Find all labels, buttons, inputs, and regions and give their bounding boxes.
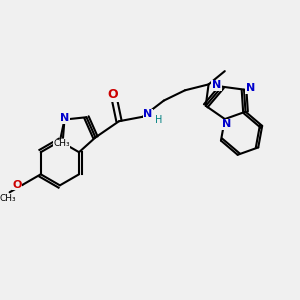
Text: CH₃: CH₃ xyxy=(53,139,70,148)
Text: N: N xyxy=(60,113,69,123)
Text: N: N xyxy=(212,80,221,90)
Text: N: N xyxy=(143,110,152,119)
Text: H: H xyxy=(155,115,163,125)
Text: N: N xyxy=(246,83,255,93)
Text: N: N xyxy=(222,119,231,129)
Text: O: O xyxy=(12,180,22,190)
Text: CH₃: CH₃ xyxy=(0,194,16,203)
Text: O: O xyxy=(108,88,118,101)
